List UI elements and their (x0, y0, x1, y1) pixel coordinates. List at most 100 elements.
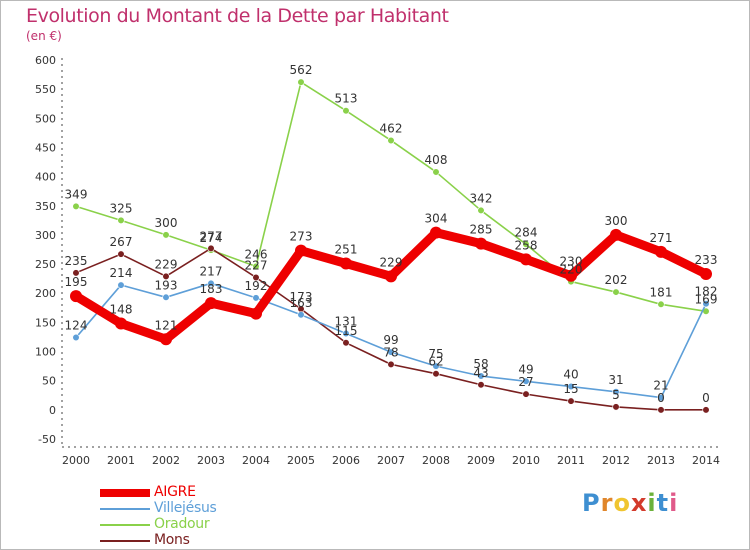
data-point-aigre (70, 290, 82, 303)
data-point-aigre (475, 237, 487, 250)
data-label-mons: 115 (335, 324, 358, 338)
data-label-oradour: 325 (110, 201, 133, 215)
data-point-mons (702, 406, 710, 414)
data-point-villejesus (432, 362, 440, 370)
legend-label: Villejésus (154, 500, 217, 516)
x-tick-label: 2013 (647, 454, 675, 467)
data-point-oradour (432, 168, 440, 176)
data-point-mons (207, 244, 215, 252)
data-point-villejesus (252, 294, 260, 302)
data-point-villejesus (207, 279, 215, 287)
data-label-mons: 227 (245, 258, 268, 272)
y-tick-label: 350 (35, 200, 56, 213)
data-label-aigre: 148 (110, 303, 133, 317)
data-label-villejesus: 131 (335, 314, 358, 328)
data-point-mons (432, 370, 440, 378)
y-tick-label: 50 (42, 375, 56, 388)
data-label-mons: 0 (657, 391, 665, 405)
data-point-villejesus (477, 372, 485, 380)
data-label-villejesus: 40 (563, 368, 578, 382)
data-label-mons: 229 (155, 257, 178, 271)
data-label-aigre: 304 (425, 212, 448, 226)
data-label-mons: 267 (110, 235, 133, 249)
y-tick-label: 500 (35, 112, 56, 125)
data-label-oradour: 349 (65, 187, 88, 201)
data-label-aigre: 195 (65, 275, 88, 289)
x-tick-label: 2012 (602, 454, 630, 467)
data-point-oradour (657, 300, 665, 308)
data-point-aigre (250, 307, 262, 320)
data-label-villejesus: 214 (110, 266, 133, 280)
data-label-oradour: 562 (290, 63, 313, 77)
data-point-villejesus (342, 329, 350, 338)
data-point-aigre (205, 297, 217, 310)
data-label-mons: 15 (563, 382, 578, 396)
chart-title: Evolution du Montant de la Dette par Hab… (26, 5, 449, 27)
y-tick-label: -50 (38, 433, 56, 446)
data-point-oradour (72, 202, 80, 210)
data-point-villejesus (657, 394, 665, 402)
data-label-villejesus: 49 (518, 362, 533, 376)
legend-label: Mons (154, 532, 190, 548)
data-point-mons (477, 381, 485, 389)
y-tick-label: 200 (35, 287, 56, 300)
data-label-oradour: 284 (515, 225, 538, 239)
data-label-villejesus: 21 (653, 379, 668, 393)
data-point-oradour (252, 262, 260, 271)
data-point-villejesus (567, 382, 575, 391)
data-label-mons: 235 (65, 254, 88, 268)
y-tick-label: 450 (35, 141, 56, 154)
data-label-aigre: 251 (335, 242, 358, 256)
y-tick-label: 250 (35, 258, 56, 271)
data-point-oradour (297, 78, 305, 86)
data-point-aigre (430, 226, 442, 239)
data-label-villejesus: 182 (695, 285, 718, 299)
data-point-villejesus (387, 348, 395, 356)
data-label-mons: 27 (518, 375, 533, 389)
data-point-mons (252, 273, 260, 282)
data-point-aigre (385, 270, 397, 283)
data-label-villejesus: 31 (608, 373, 623, 387)
data-point-mons (72, 269, 80, 277)
x-tick-label: 2009 (467, 454, 495, 467)
data-label-oradour: 202 (605, 273, 628, 287)
data-label-aigre: 285 (470, 223, 493, 237)
proxiti-logo: Proxiti (582, 489, 679, 517)
data-label-villejesus: 217 (200, 264, 223, 278)
data-label-oradour: 513 (335, 92, 358, 106)
legend-swatch (100, 508, 150, 510)
data-label-mons: 43 (473, 366, 488, 380)
y-tick-label: 400 (35, 171, 56, 184)
chart-subtitle: (en €) (26, 29, 62, 43)
x-tick-label: 2006 (332, 454, 360, 467)
data-point-oradour (342, 107, 350, 115)
data-label-villejesus: 192 (245, 279, 268, 293)
legend-swatch (100, 524, 150, 526)
y-tick-label: 0 (49, 404, 56, 417)
data-point-mons (342, 339, 350, 347)
data-point-oradour (387, 136, 395, 145)
data-label-oradour: 342 (470, 191, 493, 205)
data-point-villejesus (162, 293, 170, 301)
y-tick-label: 150 (35, 316, 56, 329)
data-label-oradour: 274 (200, 231, 223, 245)
data-label-aigre: 183 (200, 282, 223, 296)
data-point-aigre (295, 244, 307, 257)
data-point-mons (387, 360, 395, 368)
data-point-mons (657, 406, 665, 414)
legend-swatch (100, 540, 150, 542)
data-point-oradour (117, 216, 125, 224)
data-label-villejesus: 124 (65, 319, 88, 333)
data-label-mons: 277 (200, 229, 223, 243)
x-tick-label: 2011 (557, 454, 585, 467)
data-label-mons: 5 (612, 388, 620, 402)
y-tick-label: 550 (35, 83, 56, 96)
data-point-aigre (610, 228, 622, 241)
data-point-mons (567, 397, 575, 405)
data-label-villejesus: 58 (473, 357, 488, 371)
x-tick-label: 2000 (62, 454, 90, 467)
x-tick-label: 2010 (512, 454, 540, 467)
x-tick-label: 2008 (422, 454, 450, 467)
data-point-aigre (565, 269, 577, 282)
